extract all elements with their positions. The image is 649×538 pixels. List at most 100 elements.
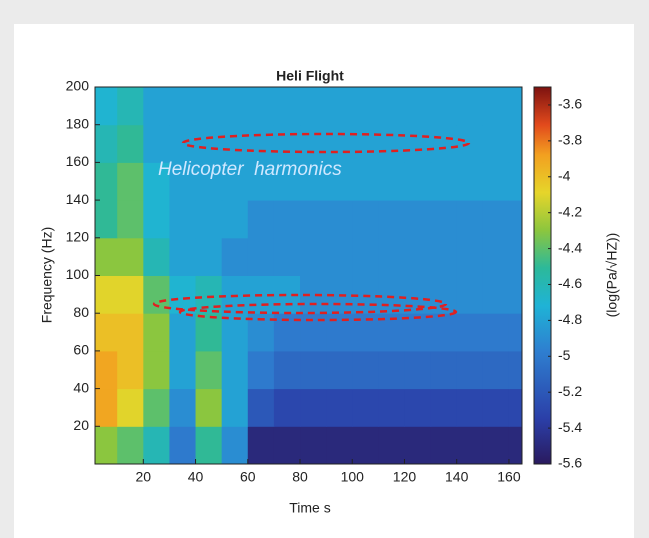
heatmap-cell [300,426,327,464]
heatmap-cell [95,350,118,390]
heatmap-cell [143,124,170,163]
x-tick-label: 20 [136,469,152,485]
heatmap-cell [143,350,170,390]
heatmap-cell [169,388,197,427]
colorbar-tick-label: -5.6 [558,455,582,471]
heatmap-cell [273,237,301,276]
heatmap-cell [195,162,223,201]
heatmap-cell [482,388,510,427]
heatmap-cell [456,350,484,390]
y-tick-label: 200 [66,78,90,94]
heatmap-cell [482,350,510,390]
colorbar-tick-label: -3.6 [558,96,582,112]
colorbar-tick-label: -5.2 [558,383,582,399]
heatmap-cell [143,237,170,276]
annotation-ellipse [152,293,448,315]
heatmap-cell [143,388,170,427]
y-tick-label: 40 [73,379,89,395]
heatmap-cell [508,124,522,163]
heatmap-cell [143,162,170,201]
heatmap-cell [508,388,522,427]
y-tick-label: 100 [66,266,90,282]
heatmap-cell [95,388,118,427]
heatmap-cell [247,350,275,390]
heatmap-cell [352,237,379,276]
heatmap-cell [404,350,432,390]
heatmap-cell [95,275,118,314]
heatmap-cell [117,275,144,314]
heatmap-cell [247,87,275,126]
heatmap-cell [117,200,144,239]
heatmap-cell [195,124,223,163]
heatmap-cell [300,237,327,276]
heatmap-cell [169,200,197,239]
heatmap-cell [404,313,432,352]
heatmap-cell [326,237,353,276]
heatmap-cell [430,350,458,390]
heatmap-cell [352,162,379,201]
heatmap-cell [456,87,484,126]
heatmap-cell [326,388,353,427]
heatmap-cell [95,87,118,126]
heatmap-cell [352,426,379,464]
annotation-ellipse [181,132,471,154]
heatmap-cell [117,162,144,201]
heatmap-cell [273,87,301,126]
heatmap-cell [352,87,379,126]
heatmap-cell [378,200,405,239]
heatmap-cell [221,237,249,276]
heatmap-cell [456,162,484,201]
y-tick-label: 80 [73,304,89,320]
heatmap-cell [95,237,118,276]
heatmap-cell [247,162,275,201]
colorbar-tick-label: -4.4 [558,239,582,255]
heatmap-cell [143,313,170,352]
heatmap-cell [482,313,510,352]
x-tick-label: 100 [341,469,365,485]
heatmap-cell [378,87,405,126]
heatmap-cell [169,426,197,464]
heatmap-cell [195,87,223,126]
heatmap-cell [117,388,144,427]
x-tick-label: 160 [497,469,521,485]
colorbar-tick-label: -5 [558,347,571,363]
heatmap-cell [326,426,353,464]
x-tick-label: 140 [445,469,469,485]
heatmap-cell [326,87,353,126]
heatmap-cell [195,200,223,239]
heatmap-cell [195,237,223,276]
heatmap-cell [508,237,522,276]
heatmap-cell [352,388,379,427]
heatmap-cell [430,426,458,464]
heatmap-cell [195,313,223,352]
heatmap-cell [430,162,458,201]
heatmap-cell [378,388,405,427]
heatmap-cell [326,162,353,201]
y-tick-label: 20 [73,417,89,433]
heatmap-cell [273,350,301,390]
heatmap-cell [273,200,301,239]
heatmap-cell [508,87,522,126]
colorbar [533,86,552,465]
heatmap-cell [169,124,197,163]
x-tick-label: 60 [240,469,256,485]
heatmap-cell [352,350,379,390]
heatmap-cell [221,124,249,163]
heatmap-cell [404,237,432,276]
colorbar-tick-label: -4.8 [558,311,582,327]
heatmap-cell [169,237,197,276]
heatmap-cell [430,313,458,352]
heatmap-cell [300,388,327,427]
heatmap-cell [378,237,405,276]
heatmap-cell [508,162,522,201]
heatmap-cell [195,350,223,390]
heatmap-cell [378,275,405,314]
heatmap-cell [143,426,170,464]
heatmap-cell [300,87,327,126]
heatmap-cell [404,124,432,163]
heatmap-cell [169,313,197,352]
heatmap-cell [404,200,432,239]
heatmap-cell [456,237,484,276]
heatmap-cell [221,87,249,126]
